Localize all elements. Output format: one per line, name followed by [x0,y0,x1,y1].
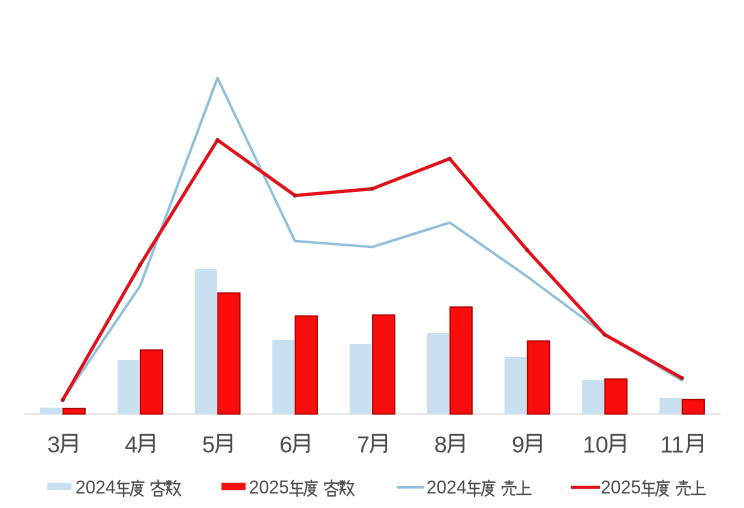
svg-text:3: 3 [47,431,60,457]
svg-text:2025: 2025 [249,477,289,497]
svg-text:2024: 2024 [76,477,116,497]
svg-text:11: 11 [660,431,684,457]
svg-text:4: 4 [125,431,138,457]
svg-text:5: 5 [202,431,215,457]
svg-text:10: 10 [583,431,609,457]
svg-text:2024: 2024 [427,477,467,497]
svg-text:6: 6 [280,431,293,457]
svg-text:7: 7 [357,431,370,457]
svg-text:2025: 2025 [601,477,641,497]
svg-text:8: 8 [434,431,447,457]
svg-text:9: 9 [512,431,525,457]
